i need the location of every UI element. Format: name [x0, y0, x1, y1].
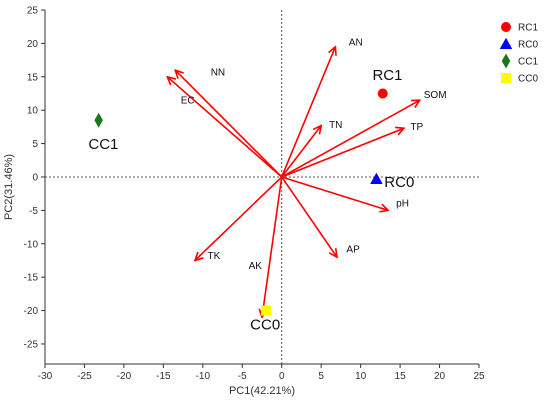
axes [44, 10, 479, 365]
legend-label-cc1: CC1 [518, 57, 538, 68]
loading-label-som: SOM [424, 90, 447, 101]
legend-marker-cc0 [501, 73, 511, 83]
x-tick-label: 25 [473, 371, 485, 382]
legend: RC1 RC0 CC1 CC0 [499, 22, 538, 85]
y-tick-label: 25 [27, 6, 39, 17]
loading-arrow-nn [175, 70, 283, 178]
loading-arrow-an [280, 47, 336, 178]
loading-label-tn: TN [329, 120, 342, 131]
y-tick-label: -25 [24, 339, 39, 350]
point-label-cc0: CC0 [250, 316, 280, 333]
loading-arrow-ph [281, 176, 389, 210]
y-tick-label: -15 [24, 273, 39, 284]
loading-label-ec: EC [181, 96, 195, 107]
y-tick-label: 5 [32, 139, 38, 150]
y-tick-label: 15 [27, 72, 39, 83]
x-tick-label: 15 [395, 371, 407, 382]
x-tick-label: -20 [117, 371, 132, 382]
loading-label-an: AN [349, 37, 363, 48]
x-tick-label: -25 [77, 371, 92, 382]
legend-label-rc0: RC0 [518, 40, 538, 51]
loading-label-ap: AP [346, 244, 360, 255]
point-rc1 [377, 88, 388, 99]
zero-lines [45, 10, 479, 364]
tick-labels: -30 -25 -20 -15 -10 -5 0 5 10 15 20 25 -25 -20 -15 -10 -… [24, 6, 485, 383]
y-tick-label: -10 [24, 239, 39, 250]
x-tick-label: 10 [355, 371, 367, 382]
x-tick-label: 20 [434, 371, 446, 382]
point-label-rc1: RC1 [372, 67, 402, 84]
x-tick-label: -5 [238, 371, 247, 382]
loading-arrow-som [281, 100, 420, 178]
x-tick-label: 5 [318, 371, 324, 382]
legend-marker-rc1 [501, 22, 511, 32]
loading-label-nn: NN [211, 67, 225, 78]
loading-label-ph: pH [396, 198, 409, 209]
y-tick-label: -20 [24, 306, 39, 317]
legend-label-cc0: CC0 [518, 74, 538, 85]
loading-arrow-ak [262, 176, 283, 317]
loading-label-tp: TP [410, 122, 423, 133]
x-tick-label: -30 [38, 371, 53, 382]
x-tick-label: 0 [279, 371, 285, 382]
sample-points: RC1 RC0 CC1 CC0 [88, 67, 414, 333]
point-cc0 [260, 305, 271, 316]
loading-arrow-tk [195, 176, 283, 260]
loading-arrow-tn [281, 126, 321, 178]
legend-label-rc1: RC1 [518, 23, 538, 34]
point-label-cc1: CC1 [88, 136, 118, 153]
legend-marker-cc1 [501, 53, 511, 69]
loading-vectors: AN SOM TP TN pH AP AK TK NN EC [167, 37, 447, 317]
loading-label-ak: AK [249, 261, 263, 272]
loading-arrow-tp [281, 128, 404, 178]
y-tick-label: 0 [32, 172, 38, 183]
loading-arrow-ec [167, 77, 283, 178]
y-tick-label: -5 [29, 206, 38, 217]
loading-arrow-ap [281, 176, 337, 257]
x-tick-label: -10 [196, 371, 211, 382]
y-axis-title: PC2(31.46%) [3, 154, 15, 220]
x-tick-label: -15 [156, 371, 171, 382]
point-label-rc0: RC0 [384, 174, 414, 191]
point-cc1 [94, 112, 103, 128]
x-axis-title: PC1(42.21%) [229, 385, 295, 397]
y-tick-label: 10 [27, 106, 39, 117]
y-tick-label: 20 [27, 39, 39, 50]
loading-label-tk: TK [208, 251, 221, 262]
point-rc0 [370, 172, 383, 184]
legend-marker-rc0 [499, 37, 513, 49]
